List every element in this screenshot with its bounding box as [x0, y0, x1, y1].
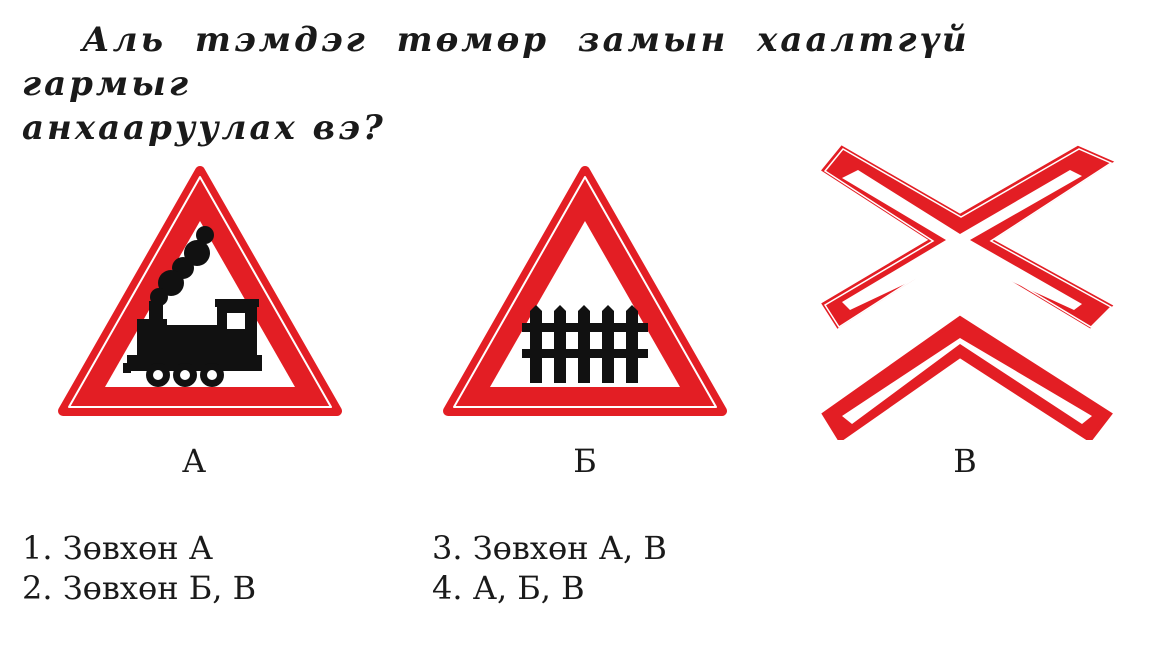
sign-label-b: Б — [573, 442, 597, 480]
answer-option-2[interactable]: 2. Зөвхөн Б, В — [22, 569, 257, 607]
cross-icon — [821, 145, 1115, 329]
sign-b-fence — [443, 166, 727, 416]
sign-label-a: А — [181, 442, 207, 480]
chevron-icon — [821, 315, 1113, 440]
sign-a-train — [58, 166, 342, 416]
sign-c-double-cross — [821, 145, 1115, 440]
answers-right: 3. Зөвхөн А, В 4. А, Б, В — [432, 528, 667, 608]
answer-option-1[interactable]: 1. Зөвхөн А — [22, 529, 213, 567]
question-line-1: Аль тэмдэг төмөр замын хаалтгүй гармыг — [22, 20, 970, 104]
sign-label-c: В — [953, 442, 977, 480]
answer-option-4[interactable]: 4. А, Б, В — [432, 569, 585, 607]
answer-option-3[interactable]: 3. Зөвхөн А, В — [432, 529, 667, 567]
fence-icon — [522, 305, 648, 383]
question-line-2: анхааруулах вэ? — [22, 108, 386, 148]
question-text: Аль тэмдэг төмөр замын хаалтгүй гармыг а… — [22, 18, 1152, 150]
answers-left: 1. Зөвхөн А 2. Зөвхөн Б, В — [22, 528, 256, 608]
